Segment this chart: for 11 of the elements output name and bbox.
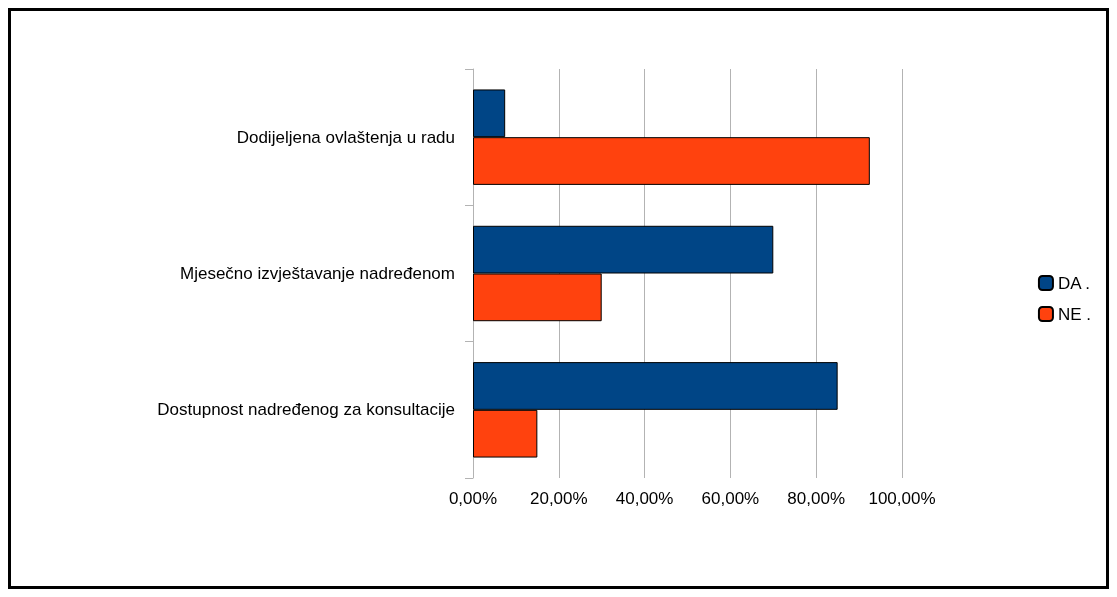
y-tick-label: Dodijeljena ovlaštenja u radu	[236, 127, 455, 147]
legend-label: NE .	[1057, 304, 1091, 324]
y-tick-label: Mjesečno izvještavanje nadređenom	[180, 264, 455, 283]
legend-label: DA .	[1057, 273, 1091, 293]
x-tick-label: 80,00%	[787, 489, 846, 508]
x-tick-label: 40,00%	[615, 489, 674, 508]
x-tick-label: 60,00%	[701, 489, 760, 508]
x-tick-label: 20,00%	[529, 489, 588, 508]
x-tick-label: 0,00%	[448, 489, 498, 508]
x-tick-label: 100,00%	[868, 489, 936, 508]
y-tick-label: Dostupnost nadređenog za konsultacije	[157, 400, 455, 420]
